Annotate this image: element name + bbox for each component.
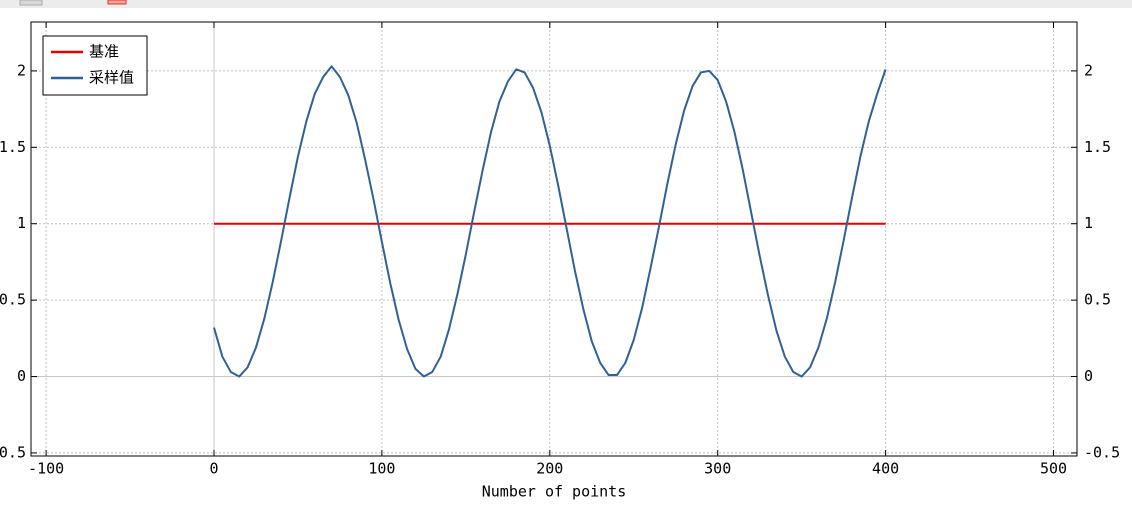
tab-close xyxy=(107,0,127,5)
x-tick-label: -100 xyxy=(28,460,64,478)
legend-box xyxy=(42,35,148,96)
plot-frame xyxy=(30,21,1078,457)
y-tick-label: 1 xyxy=(17,214,26,232)
y-tick-label: 2 xyxy=(17,61,26,79)
x-tick-label: 0 xyxy=(209,460,218,478)
y2-tick-label: 2 xyxy=(1084,61,1093,79)
y2-tick-label: -0.5 xyxy=(1084,443,1120,461)
x-tick-label: 100 xyxy=(368,460,395,478)
line xyxy=(213,65,887,378)
tab-icon xyxy=(19,0,43,6)
y2-tick-label: 0.5 xyxy=(1084,291,1111,309)
y2-tick-label: 0 xyxy=(1084,367,1093,385)
x-axis-label: Number of points xyxy=(482,483,627,501)
tab-bar xyxy=(0,0,1132,8)
x-tick-label: 400 xyxy=(872,460,899,478)
x-tick-label: 500 xyxy=(1040,460,1067,478)
legend-label: 基准 xyxy=(89,43,119,61)
x-tick-label: 200 xyxy=(536,460,563,478)
y-tick-label: -0.5 xyxy=(0,443,26,461)
x-tick-label: 300 xyxy=(704,460,731,478)
y-tick-label: 0.5 xyxy=(0,291,26,309)
y-tick-label: 1.5 xyxy=(0,138,26,156)
y2-tick-label: 1 xyxy=(1084,214,1093,232)
y-tick-label: 0 xyxy=(17,367,26,385)
y2-tick-label: 1.5 xyxy=(1084,138,1111,156)
legend-label: 采样值 xyxy=(89,69,134,87)
